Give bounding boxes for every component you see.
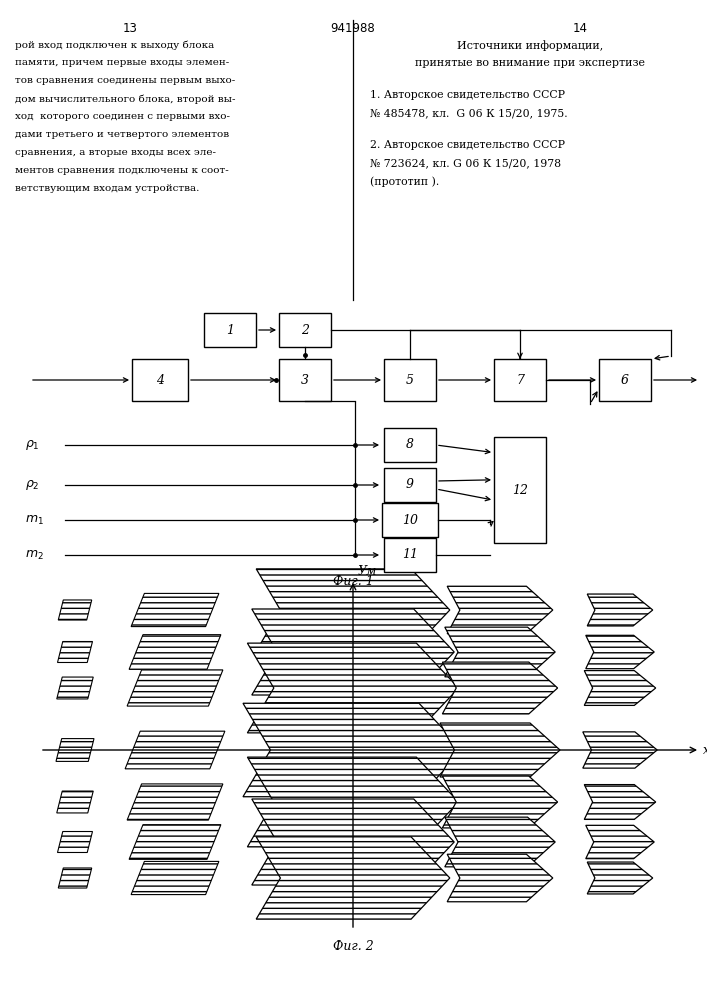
Text: тов сравнения соединены первым выхо-: тов сравнения соединены первым выхо- — [15, 76, 235, 85]
Text: 2: 2 — [301, 324, 309, 336]
Text: 14: 14 — [573, 22, 588, 35]
Text: ментов сравнения подключены к соот-: ментов сравнения подключены к соот- — [15, 166, 229, 175]
Text: 6: 6 — [621, 373, 629, 386]
Polygon shape — [243, 703, 463, 797]
Polygon shape — [57, 677, 93, 699]
Bar — [384, 428, 436, 462]
Polygon shape — [256, 837, 450, 919]
Polygon shape — [252, 609, 454, 695]
Bar — [384, 359, 436, 401]
Polygon shape — [127, 784, 223, 820]
Polygon shape — [127, 670, 223, 706]
Polygon shape — [129, 635, 221, 669]
Text: Ум: Ум — [358, 565, 378, 578]
Text: 8: 8 — [406, 438, 414, 452]
Bar — [279, 359, 331, 401]
Bar — [204, 313, 256, 347]
Polygon shape — [129, 825, 221, 859]
Text: 3: 3 — [301, 373, 309, 386]
Polygon shape — [443, 776, 558, 828]
Polygon shape — [443, 662, 558, 714]
Polygon shape — [440, 723, 560, 777]
Polygon shape — [448, 854, 553, 902]
Polygon shape — [588, 862, 653, 894]
Text: памяти, причем первые входы элемен-: памяти, причем первые входы элемен- — [15, 58, 229, 67]
Polygon shape — [58, 868, 92, 888]
Text: Фиг. 2: Фиг. 2 — [332, 940, 373, 953]
Text: Фиг. 1: Фиг. 1 — [332, 575, 373, 588]
Text: 11: 11 — [402, 548, 418, 562]
Bar — [382, 503, 438, 537]
Text: 5: 5 — [406, 373, 414, 386]
Text: хм: хм — [703, 744, 707, 756]
Polygon shape — [448, 586, 553, 634]
Bar — [599, 359, 651, 401]
Text: $\rho_1$: $\rho_1$ — [25, 438, 40, 452]
Text: дами третьего и четвертого элементов: дами третьего и четвертого элементов — [15, 130, 229, 139]
Text: 1. Авторское свидетельство СССР: 1. Авторское свидетельство СССР — [370, 90, 565, 100]
Polygon shape — [584, 671, 655, 705]
Polygon shape — [256, 569, 450, 651]
Text: 2. Авторское свидетельство СССР: 2. Авторское свидетельство СССР — [370, 140, 565, 150]
Polygon shape — [445, 817, 555, 867]
Text: № 723624, кл. G 06 К 15/20, 1978: № 723624, кл. G 06 К 15/20, 1978 — [370, 158, 561, 168]
Polygon shape — [247, 757, 459, 847]
Text: принятые во внимание при экспертизе: принятые во внимание при экспертизе — [415, 58, 645, 68]
Bar — [384, 468, 436, 502]
Polygon shape — [131, 593, 219, 627]
Polygon shape — [56, 739, 94, 761]
Text: Источники информации,: Источники информации, — [457, 40, 603, 51]
Bar — [132, 359, 188, 401]
Text: № 485478, кл.  G 06 К 15/20, 1975.: № 485478, кл. G 06 К 15/20, 1975. — [370, 108, 568, 118]
Text: 1: 1 — [226, 324, 234, 336]
Text: (прототип ).: (прототип ). — [370, 176, 439, 187]
Polygon shape — [445, 627, 555, 677]
Text: 4: 4 — [156, 373, 164, 386]
Polygon shape — [57, 642, 93, 662]
Polygon shape — [586, 635, 654, 669]
Text: ход  которого соединен с первыми вхо-: ход которого соединен с первыми вхо- — [15, 112, 230, 121]
Text: $m_1$: $m_1$ — [25, 513, 44, 527]
Polygon shape — [586, 825, 654, 859]
Polygon shape — [131, 861, 219, 895]
Polygon shape — [584, 785, 655, 819]
Text: 13: 13 — [122, 22, 137, 35]
Text: 7: 7 — [516, 373, 524, 386]
Text: 941988: 941988 — [331, 22, 375, 35]
Bar — [279, 313, 331, 347]
Polygon shape — [583, 732, 658, 768]
Text: ветствующим входам устройства.: ветствующим входам устройства. — [15, 184, 199, 193]
Polygon shape — [57, 791, 93, 813]
Text: дом вычислительного блока, второй вы-: дом вычислительного блока, второй вы- — [15, 94, 235, 104]
Polygon shape — [57, 832, 93, 852]
Polygon shape — [247, 643, 459, 733]
Bar — [494, 437, 546, 543]
Text: $m_2$: $m_2$ — [25, 548, 44, 562]
Bar — [494, 359, 546, 401]
Text: 10: 10 — [402, 514, 418, 526]
Bar — [384, 538, 436, 572]
Polygon shape — [588, 594, 653, 626]
Text: 12: 12 — [512, 484, 528, 496]
Text: $\rho_2$: $\rho_2$ — [25, 478, 40, 492]
Text: сравнения, а вторые входы всех эле-: сравнения, а вторые входы всех эле- — [15, 148, 216, 157]
Text: рой вход подключен к выходу блока: рой вход подключен к выходу блока — [15, 40, 214, 49]
Polygon shape — [125, 731, 225, 769]
Polygon shape — [252, 799, 454, 885]
Text: 9: 9 — [406, 479, 414, 491]
Polygon shape — [58, 600, 92, 620]
